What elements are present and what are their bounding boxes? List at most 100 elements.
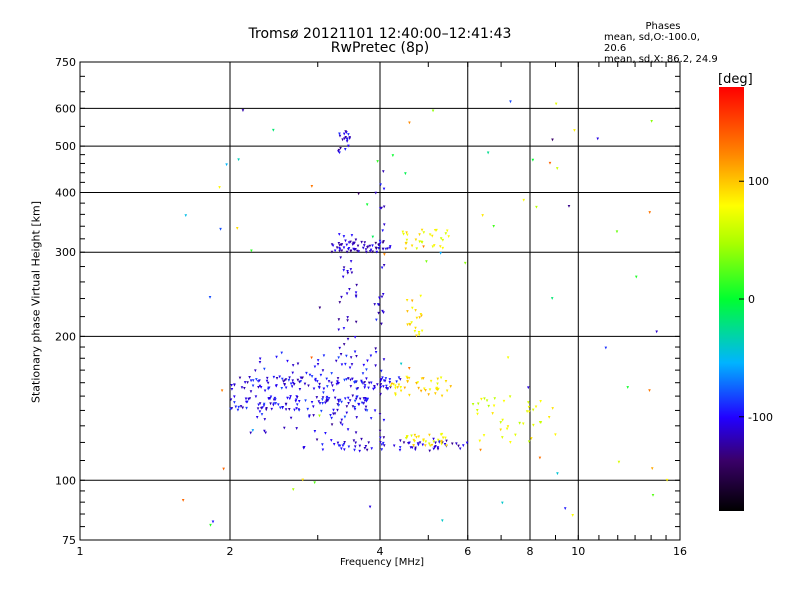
data-point — [365, 448, 369, 452]
data-point — [323, 401, 327, 405]
data-point — [457, 444, 460, 448]
data-point — [342, 268, 346, 272]
data-point — [404, 436, 408, 440]
data-point — [436, 446, 440, 450]
data-point — [332, 408, 335, 412]
data-point — [422, 245, 425, 249]
data-point — [382, 385, 385, 389]
data-point — [382, 441, 385, 445]
data-point — [476, 402, 480, 406]
data-point — [374, 347, 377, 351]
x-tick-label: 4 — [377, 545, 384, 558]
data-point — [404, 247, 408, 251]
data-point — [374, 350, 378, 354]
data-point — [346, 337, 350, 341]
data-point — [330, 416, 333, 420]
data-point — [321, 402, 324, 405]
data-point — [325, 395, 329, 399]
data-point — [604, 346, 608, 350]
data-point — [272, 128, 275, 132]
data-point — [440, 441, 443, 444]
data-point — [432, 447, 436, 451]
data-point — [319, 373, 323, 377]
data-point — [350, 234, 354, 237]
data-point — [313, 481, 316, 485]
data-point — [379, 440, 382, 444]
data-point — [361, 382, 365, 385]
data-point — [379, 241, 382, 245]
data-point — [355, 416, 359, 419]
data-point — [427, 393, 430, 397]
data-point — [321, 443, 324, 447]
data-point — [283, 426, 286, 430]
data-point — [342, 132, 346, 136]
data-point — [379, 183, 382, 187]
data-point — [403, 386, 407, 390]
data-point — [274, 398, 277, 401]
data-point — [274, 384, 278, 388]
data-point — [506, 425, 510, 429]
data-point — [420, 228, 424, 232]
data-point — [345, 411, 349, 415]
data-point — [380, 322, 383, 326]
data-point — [342, 327, 346, 330]
data-point — [341, 138, 344, 142]
data-point — [363, 381, 366, 384]
data-point — [260, 413, 264, 416]
data-point — [354, 441, 358, 445]
data-point — [417, 333, 421, 337]
data-point — [554, 102, 558, 106]
data-point — [432, 440, 436, 444]
data-point — [346, 319, 349, 323]
data-point — [382, 311, 385, 315]
data-point — [244, 397, 248, 401]
data-point — [377, 243, 380, 247]
data-point — [444, 380, 448, 383]
data-point — [337, 404, 341, 407]
data-point — [439, 376, 443, 380]
data-point — [414, 446, 417, 450]
data-point — [367, 386, 370, 390]
data-point — [439, 245, 442, 249]
data-point — [261, 406, 264, 410]
data-point — [245, 400, 249, 404]
data-point — [275, 355, 278, 359]
data-point — [340, 418, 344, 422]
data-point — [379, 392, 382, 396]
data-point — [375, 318, 378, 322]
data-point — [354, 320, 358, 324]
data-point — [318, 382, 321, 386]
phase-stats: Phases mean, sd,O:-100.0, 20.6 mean, sd,… — [604, 21, 722, 65]
data-point — [414, 238, 418, 242]
data-point — [395, 380, 398, 384]
data-point — [364, 405, 368, 409]
data-point — [264, 408, 268, 412]
data-point — [341, 275, 345, 279]
data-point — [375, 247, 378, 251]
data-point — [269, 402, 272, 406]
data-point — [392, 382, 395, 386]
data-point — [366, 359, 369, 363]
data-point — [283, 383, 286, 386]
data-point — [330, 250, 334, 254]
data-point — [251, 429, 255, 432]
data-point — [357, 192, 360, 196]
data-point — [398, 448, 402, 452]
data-point — [487, 404, 491, 408]
data-point — [368, 505, 372, 509]
data-point — [382, 444, 386, 448]
data-point — [312, 387, 316, 391]
data-point — [351, 377, 354, 381]
data-point — [240, 386, 244, 390]
data-point — [352, 247, 355, 251]
data-point — [407, 376, 411, 380]
data-point — [337, 241, 341, 245]
data-point — [237, 158, 240, 162]
data-point — [410, 306, 414, 310]
data-point — [436, 388, 439, 392]
data-point — [347, 377, 350, 380]
data-point — [394, 386, 397, 390]
data-point — [383, 379, 387, 383]
data-point — [332, 412, 335, 416]
data-point — [370, 447, 374, 451]
